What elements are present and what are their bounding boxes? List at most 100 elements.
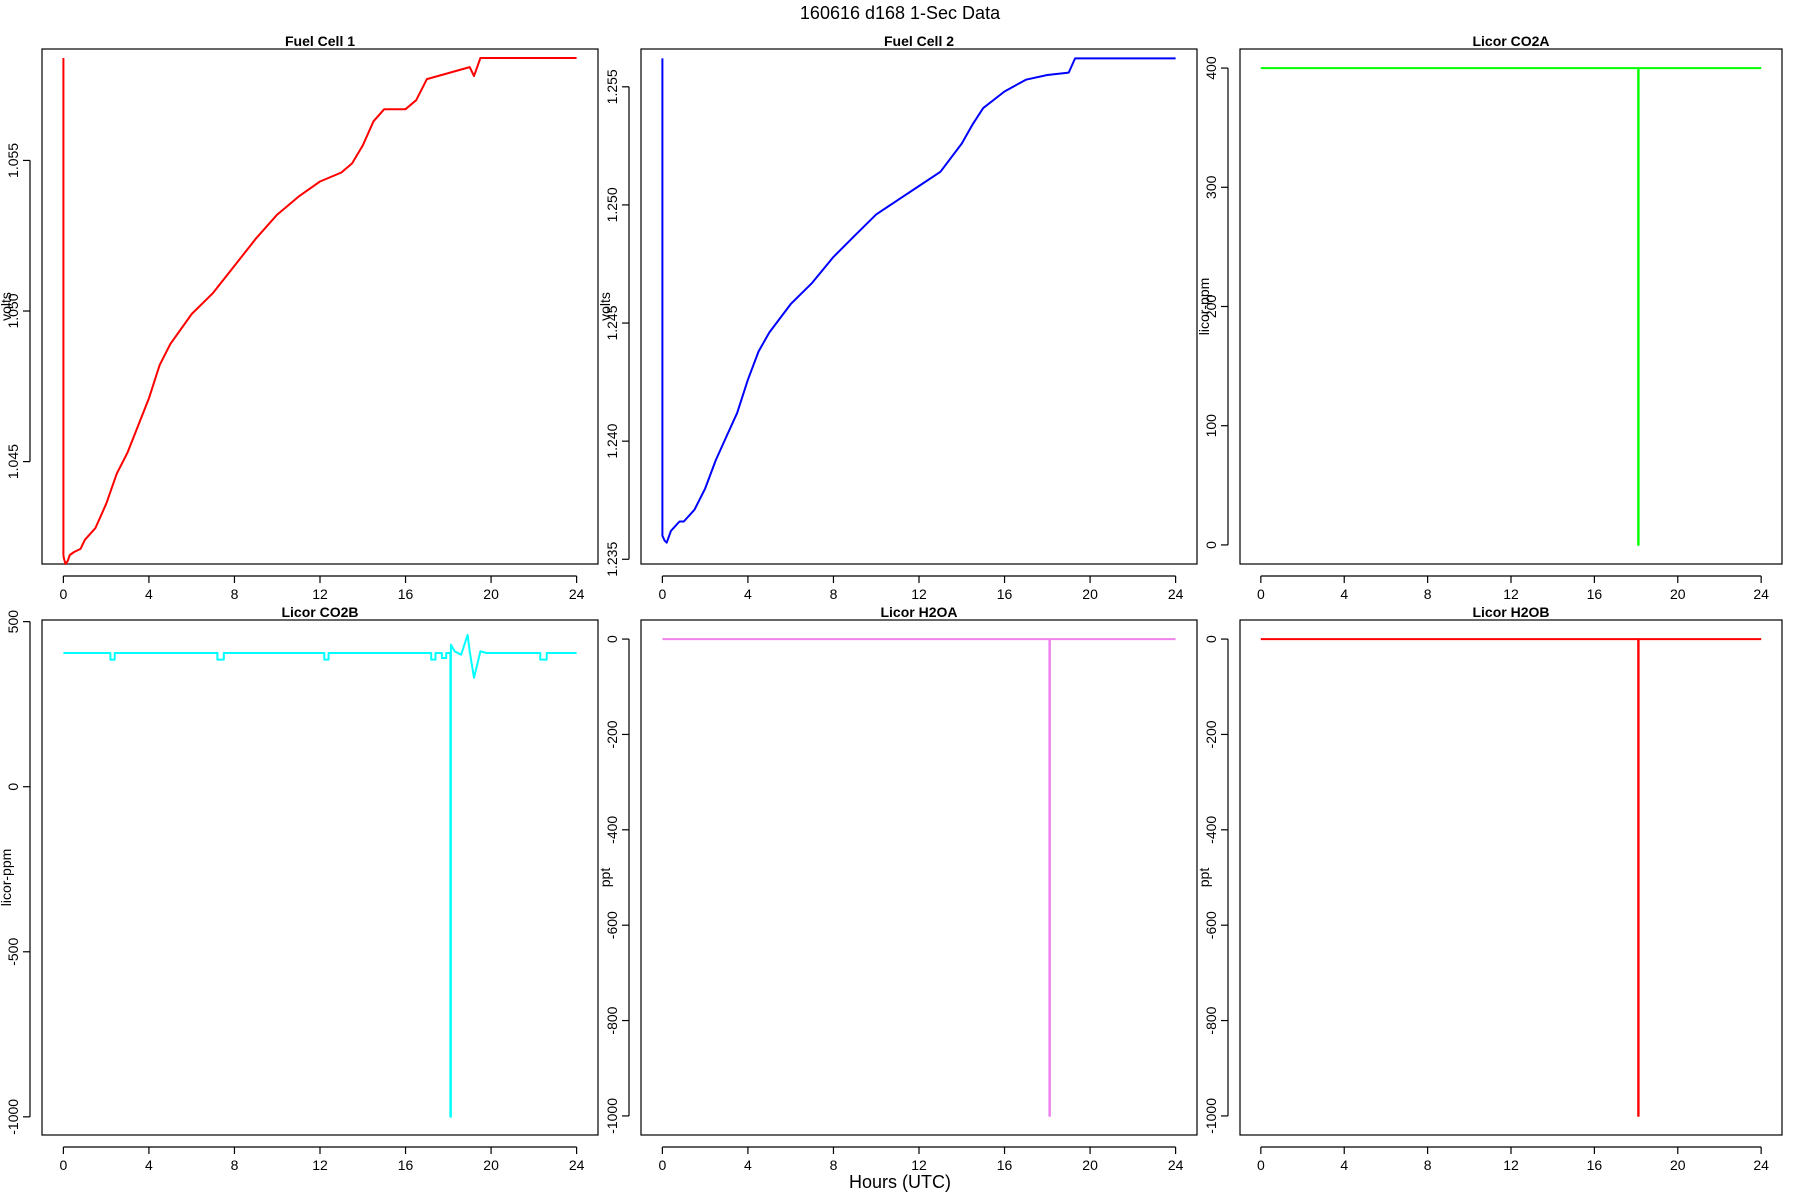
x-tick-label: 24 xyxy=(1753,1157,1769,1173)
x-tick-label: 12 xyxy=(911,1157,927,1173)
y-tick-label: -500 xyxy=(5,938,21,966)
y-tick-label: 0 xyxy=(1203,635,1219,643)
panel-6: Licor H2OB ppt 0 4 8 12 16 20 24 -1000 -800 -600 -40… xyxy=(1196,604,1783,1173)
y-axis-label: licor-ppm xyxy=(0,849,14,907)
plot-frame xyxy=(640,48,1198,565)
y-axis-label: volts xyxy=(597,292,613,321)
plot-frame xyxy=(41,48,599,565)
y-tick-label: 200 xyxy=(1203,295,1219,319)
y-tick-label: -600 xyxy=(604,911,620,939)
y-tick-label: -600 xyxy=(1203,911,1219,939)
data-series-line xyxy=(1260,67,1762,546)
x-tick-label: 0 xyxy=(658,586,666,602)
figure-xlabel: Hours (UTC) xyxy=(849,1172,951,1192)
panel-2: Fuel Cell 2 volts 0 4 8 12 16 20 24 1.235 1.240 1.2… xyxy=(597,33,1198,602)
y-tick-label: 1.045 xyxy=(5,444,21,479)
panel-5: Licor H2OA ppt 0 4 8 12 16 20 24 -1000 -800 -600 -40… xyxy=(597,604,1198,1173)
x-tick-label: 8 xyxy=(830,586,838,602)
x-tick-label: 4 xyxy=(1340,1157,1348,1173)
data-series-line xyxy=(63,633,577,1118)
x-tick-label: 16 xyxy=(398,586,414,602)
y-tick-label: 1.055 xyxy=(5,143,21,178)
x-tick-label: 12 xyxy=(312,586,328,602)
panel-1: Fuel Cell 1 volts 0 4 8 12 16 20 24 1.045 1.050 1.0… xyxy=(0,33,599,602)
y-tick-label: 500 xyxy=(5,610,21,634)
x-tick-label: 20 xyxy=(483,1157,499,1173)
x-tick-label: 16 xyxy=(1587,586,1603,602)
panel-title: Fuel Cell 2 xyxy=(884,33,954,49)
x-tick-label: 20 xyxy=(1670,586,1686,602)
x-tick-label: 0 xyxy=(1257,1157,1265,1173)
data-series-line xyxy=(62,57,577,565)
x-tick-label: 16 xyxy=(1587,1157,1603,1173)
x-tick-label: 24 xyxy=(1753,586,1769,602)
x-tick-label: 16 xyxy=(997,1157,1013,1173)
x-tick-label: 4 xyxy=(744,1157,752,1173)
panel-4: Licor CO2B licor-ppm 0 4 8 12 16 20 24 -1000 -500 0… xyxy=(0,604,599,1173)
x-tick-label: 24 xyxy=(569,1157,585,1173)
x-tick-label: 0 xyxy=(59,586,67,602)
x-tick-label: 12 xyxy=(312,1157,328,1173)
y-tick-label: 100 xyxy=(1203,414,1219,438)
x-tick-label: 4 xyxy=(1340,586,1348,602)
x-tick-label: 0 xyxy=(658,1157,666,1173)
panel-title: Licor CO2B xyxy=(281,604,358,620)
x-tick-label: 4 xyxy=(744,586,752,602)
panel-title: Licor H2OB xyxy=(1472,604,1549,620)
x-tick-label: 0 xyxy=(1257,586,1265,602)
panel-title: Fuel Cell 1 xyxy=(285,33,355,49)
plot-frame xyxy=(1239,619,1783,1136)
y-axis-label: ppt xyxy=(597,868,613,888)
y-tick-label: 400 xyxy=(1203,56,1219,80)
y-tick-label: -1000 xyxy=(604,1098,620,1134)
y-axis-label: volts xyxy=(0,292,14,321)
y-tick-label: -400 xyxy=(604,816,620,844)
x-tick-label: 12 xyxy=(911,586,927,602)
x-tick-label: 4 xyxy=(145,1157,153,1173)
x-tick-label: 16 xyxy=(997,586,1013,602)
y-axis-label: licor-ppm xyxy=(1196,278,1212,336)
y-tick-label: -1000 xyxy=(1203,1098,1219,1134)
x-tick-label: 8 xyxy=(830,1157,838,1173)
y-tick-label: -800 xyxy=(604,1006,620,1034)
x-tick-label: 20 xyxy=(1082,1157,1098,1173)
y-tick-label: -800 xyxy=(1203,1006,1219,1034)
x-tick-label: 20 xyxy=(483,586,499,602)
x-tick-label: 8 xyxy=(1424,586,1432,602)
y-tick-label: 1.250 xyxy=(604,187,620,222)
x-tick-label: 12 xyxy=(1503,586,1519,602)
x-tick-label: 24 xyxy=(1168,586,1184,602)
y-tick-label: 0 xyxy=(5,783,21,791)
y-axis-label: ppt xyxy=(1196,868,1212,888)
y-tick-label: 300 xyxy=(1203,175,1219,199)
plot-frame xyxy=(640,619,1198,1136)
panel-title: Licor CO2A xyxy=(1472,33,1549,49)
y-tick-label: 1.255 xyxy=(604,69,620,104)
x-tick-label: 20 xyxy=(1082,586,1098,602)
panels: Fuel Cell 1 volts 0 4 8 12 16 20 24 1.045 1.050 1.0… xyxy=(0,33,1783,1173)
plot-frame xyxy=(41,619,599,1136)
x-tick-label: 12 xyxy=(1503,1157,1519,1173)
x-tick-label: 24 xyxy=(1168,1157,1184,1173)
y-tick-label: 0 xyxy=(604,635,620,643)
y-tick-label: -200 xyxy=(1203,720,1219,748)
y-tick-label: 1.235 xyxy=(604,542,620,577)
x-tick-label: 8 xyxy=(1424,1157,1432,1173)
y-tick-label: -1000 xyxy=(5,1099,21,1135)
x-tick-label: 8 xyxy=(231,1157,239,1173)
y-tick-label: -400 xyxy=(1203,816,1219,844)
plot-frame xyxy=(1239,48,1783,565)
data-series-line xyxy=(662,638,1176,1117)
figure-title: 160616 d168 1-Sec Data xyxy=(800,3,1001,23)
panel-3: Licor CO2A licor-ppm 0 4 8 12 16 20 24 0 100 200 300… xyxy=(1196,33,1783,602)
y-tick-label: 1.245 xyxy=(604,305,620,340)
data-series-line xyxy=(661,57,1176,544)
x-tick-label: 16 xyxy=(398,1157,414,1173)
x-tick-label: 8 xyxy=(231,586,239,602)
panel-title: Licor H2OA xyxy=(880,604,957,620)
y-tick-label: -200 xyxy=(604,720,620,748)
y-tick-label: 1.050 xyxy=(5,293,21,328)
y-tick-label: 0 xyxy=(1203,541,1219,549)
